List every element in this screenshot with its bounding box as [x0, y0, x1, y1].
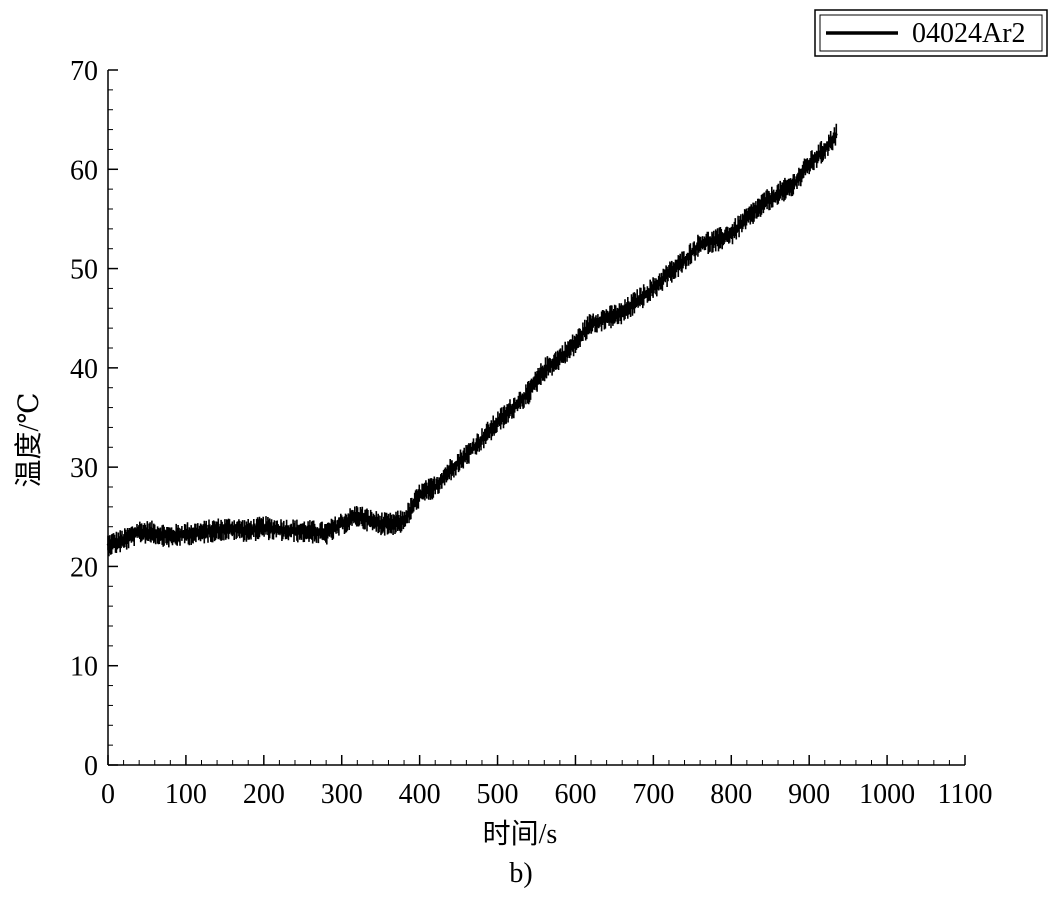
- series-point: [652, 287, 655, 290]
- series-noise-trace: [107, 123, 838, 557]
- series-point: [589, 321, 593, 325]
- series-point: [387, 523, 390, 526]
- x-tick-label: 400: [399, 779, 441, 810]
- series-point: [278, 528, 281, 531]
- series-point: [293, 529, 297, 532]
- series-point: [449, 467, 452, 471]
- series-point: [215, 528, 219, 531]
- series-point: [621, 312, 624, 315]
- series-point: [543, 368, 546, 372]
- series-point: [465, 454, 468, 457]
- y-tick-label: 70: [70, 56, 98, 87]
- x-tick-label: 0: [101, 779, 115, 810]
- series-point: [792, 182, 795, 186]
- series-point: [184, 532, 188, 535]
- series-point: [340, 522, 343, 525]
- series-point: [574, 341, 577, 345]
- y-tick-label: 20: [70, 552, 98, 583]
- legend: 04024Ar2: [814, 9, 1048, 57]
- series-point: [745, 217, 749, 221]
- series-point: [714, 239, 717, 242]
- series-point: [106, 543, 110, 546]
- series-point: [667, 272, 671, 275]
- x-tick-label: 1100: [938, 779, 993, 810]
- series-point: [231, 527, 234, 530]
- series-point: [807, 163, 811, 166]
- series-point: [558, 356, 562, 360]
- series-point: [262, 526, 266, 529]
- y-tick-label: 40: [70, 354, 98, 385]
- series-point: [122, 539, 125, 542]
- x-tick-label: 500: [477, 779, 519, 810]
- series-point: [324, 532, 328, 535]
- series-point: [835, 133, 838, 136]
- series-point: [153, 531, 156, 534]
- series-point: [823, 148, 826, 151]
- series-point: [605, 317, 608, 320]
- series-point: [683, 259, 686, 262]
- x-tick-label: 1000: [859, 779, 915, 810]
- series-point: [527, 391, 530, 394]
- y-tick-label: 60: [70, 155, 98, 186]
- series-point: [496, 421, 499, 424]
- legend-inner-box: [819, 14, 1043, 52]
- series-point: [247, 529, 250, 532]
- figure-caption: b): [509, 858, 532, 889]
- x-tick-label: 200: [243, 779, 285, 810]
- x-tick-label: 600: [554, 779, 596, 810]
- y-tick-label: 50: [70, 255, 98, 286]
- x-tick-label: 100: [165, 779, 207, 810]
- series-point: [698, 242, 702, 245]
- series-point: [434, 485, 437, 489]
- series-point: [480, 438, 484, 441]
- x-axis-label: 时间/s: [483, 818, 558, 850]
- x-tick-label: 900: [788, 779, 830, 810]
- x-tick-label: 300: [321, 779, 363, 810]
- series-point: [200, 531, 203, 534]
- series-point: [776, 192, 780, 196]
- y-axis-label: 温度/℃: [13, 392, 45, 487]
- series-point: [137, 530, 141, 533]
- series-line: [107, 133, 838, 546]
- series-point: [356, 514, 359, 517]
- axes: 0 100 200 300 400 500 600 700 800 900 1000 1100 0 10 2…: [70, 56, 992, 810]
- series-point: [730, 232, 733, 236]
- series-point: [169, 535, 172, 538]
- series-point: [511, 406, 515, 409]
- series-point: [402, 519, 406, 522]
- legend-label: 04024Ar2: [912, 18, 1026, 49]
- series-point: [636, 299, 639, 302]
- series-layer: [106, 123, 838, 557]
- series-point: [761, 202, 764, 206]
- series-point: [371, 520, 375, 523]
- series-point: [309, 530, 312, 533]
- x-tick-label: 700: [632, 779, 674, 810]
- series-point: [418, 493, 421, 497]
- y-tick-label: 10: [70, 652, 98, 683]
- y-tick-label: 30: [70, 453, 98, 484]
- y-tick-label: 0: [84, 751, 98, 782]
- x-tick-label: 800: [710, 779, 752, 810]
